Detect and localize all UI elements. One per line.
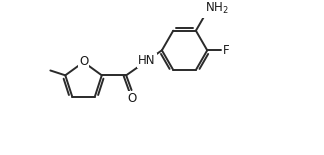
- Text: F: F: [223, 44, 229, 57]
- Text: HN: HN: [138, 54, 156, 67]
- Text: O: O: [127, 92, 136, 105]
- Text: NH$_2$: NH$_2$: [205, 1, 228, 16]
- Text: O: O: [79, 55, 88, 68]
